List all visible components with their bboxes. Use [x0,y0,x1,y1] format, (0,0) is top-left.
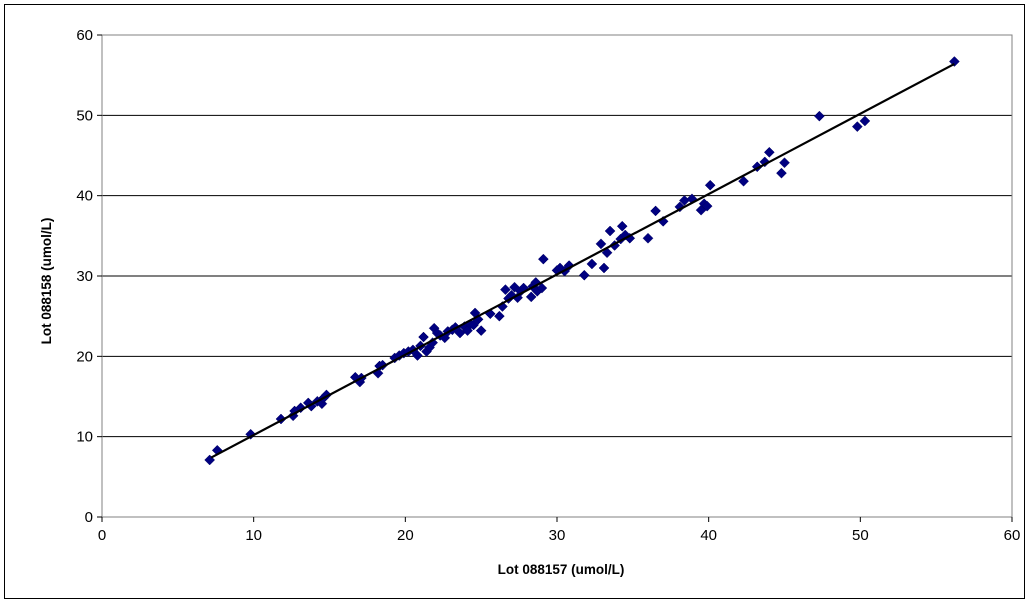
data-point [525,291,537,303]
data-point [779,157,790,169]
x-tick-label: 50 [852,527,869,544]
chart-area: 0 10 20 30 40 50 60 0 10 20 30 40 50 60 Lot 088157 (u… [4,4,1025,599]
data-point [859,115,871,127]
y-tick-label: 40 [76,188,93,205]
x-tick-label: 20 [397,527,414,544]
data-point [412,350,423,361]
data-point [616,220,628,232]
data-point [642,232,654,244]
x-tick-label: 60 [1004,527,1021,544]
gridlines [102,114,1012,438]
y-tick-label: 20 [76,348,93,365]
data-point [537,253,549,265]
data-point [500,284,511,296]
y-tick-label: 30 [76,268,93,285]
x-tick-label: 40 [700,527,717,544]
y-tick-label: 60 [76,27,93,44]
data-point [704,179,716,191]
data-point [418,331,429,343]
y-tick-label: 50 [76,107,93,124]
data-point [851,121,863,132]
data-point [650,205,661,217]
x-tick-label: 0 [98,527,106,544]
data-point [763,146,775,158]
data-point [598,262,610,274]
data-point [814,110,825,122]
data-point [494,310,505,322]
y-tick-label: 0 [85,509,93,526]
axis-ticks: 0 10 20 30 40 50 60 0 10 20 30 40 50 60 [76,27,1020,544]
y-tick-label: 10 [76,429,93,446]
data-point [604,225,616,237]
x-axis-title: Lot 088157 (umol/L) [498,562,625,577]
data-point [595,238,607,250]
data-point [776,167,787,179]
data-point [586,258,598,270]
trendline [210,62,955,459]
y-axis-title: Lot 088158 (umol/L) [39,218,54,345]
data-point [738,175,749,187]
data-point [701,200,713,212]
data-point [475,325,487,336]
scatter-chart: 0 10 20 30 40 50 60 0 10 20 30 40 50 60 Lot 088157 (u… [39,27,1020,577]
data-point [536,282,548,294]
data-point [578,269,590,281]
x-tick-label: 10 [245,527,262,544]
x-tick-label: 30 [549,527,566,544]
